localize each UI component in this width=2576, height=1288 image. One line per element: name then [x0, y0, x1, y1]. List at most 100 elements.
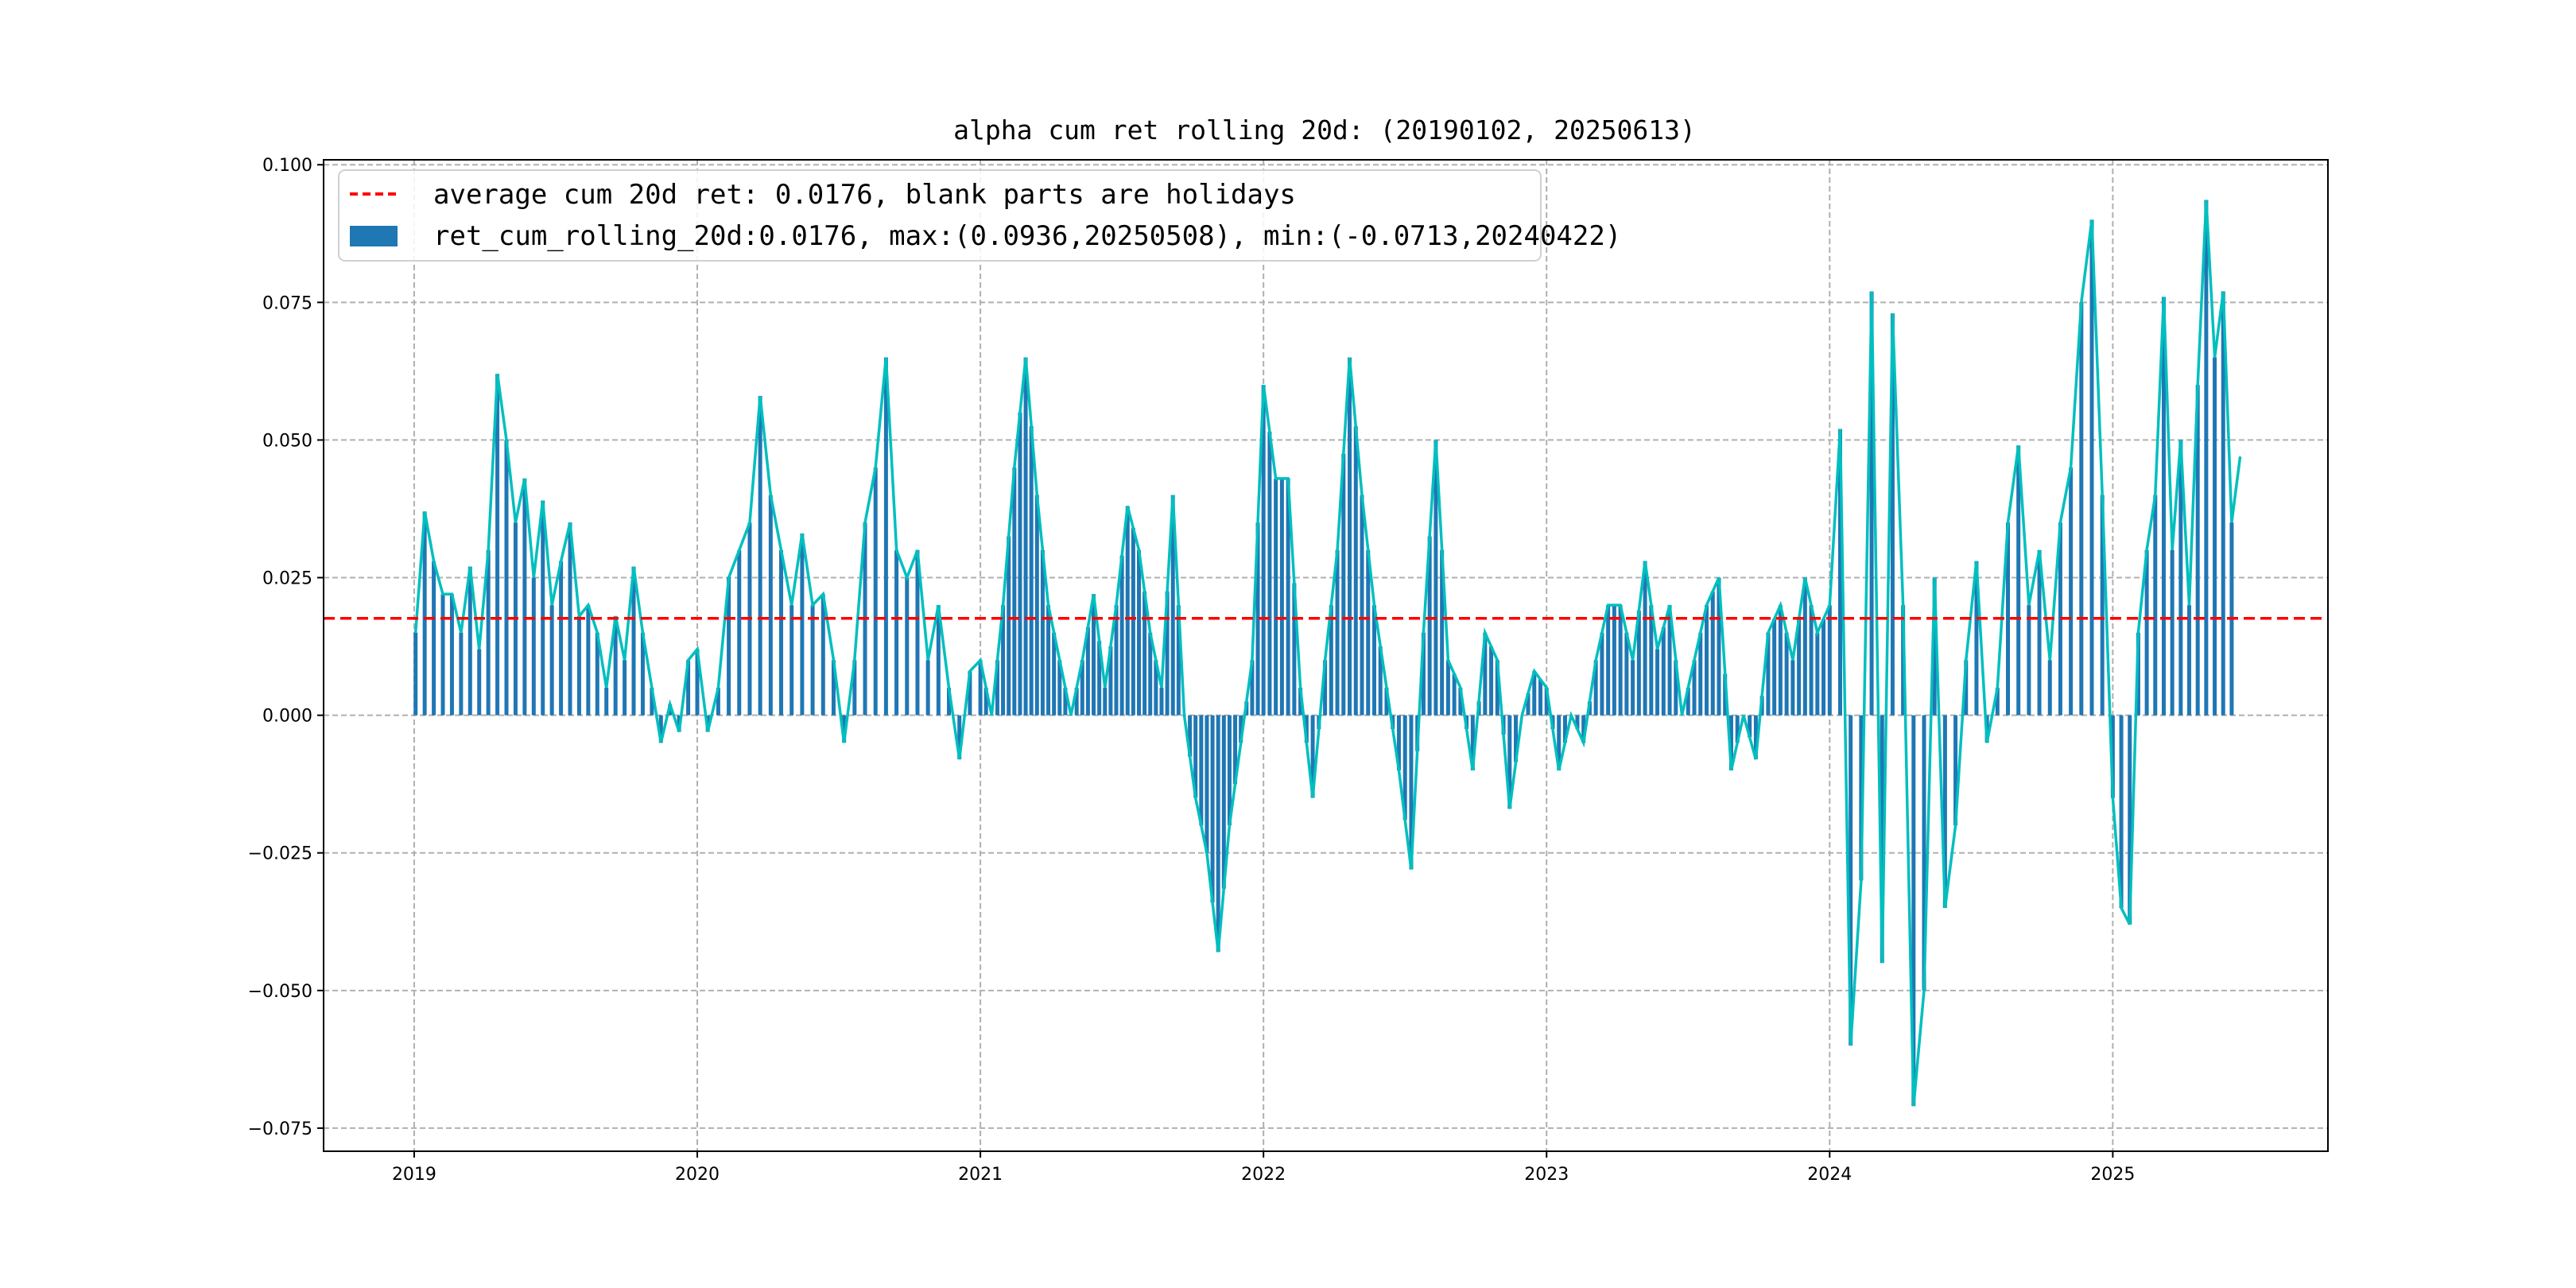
bar [1366, 549, 1371, 716]
bar [1953, 715, 1958, 826]
bar [440, 594, 445, 716]
bar [459, 632, 464, 716]
bar [1165, 591, 1170, 716]
bar [1932, 577, 1937, 716]
bar [1119, 555, 1124, 716]
bar [1274, 478, 1278, 716]
bar [995, 660, 999, 716]
bar [852, 660, 857, 716]
bar [1227, 715, 1232, 826]
bar [1686, 688, 1690, 716]
bar [1704, 605, 1709, 716]
bar [1279, 478, 1284, 716]
bar [968, 671, 972, 716]
bar [1396, 715, 1401, 770]
bar [727, 577, 731, 716]
bar [1655, 649, 1660, 716]
bar [1809, 605, 1814, 716]
bar [1029, 426, 1034, 716]
bar [1790, 660, 1795, 716]
bar [1085, 627, 1090, 716]
bar [1040, 549, 1045, 716]
chart-title: alpha cum ret rolling 20d: (20190102, 20… [953, 114, 1696, 145]
bars [413, 200, 2234, 1107]
bar [925, 660, 930, 716]
bar [1007, 536, 1011, 716]
bar [1018, 412, 1022, 716]
bar [2128, 715, 2132, 925]
bar [1143, 591, 1147, 716]
bar [1323, 660, 1328, 716]
bar [1216, 715, 1220, 952]
bar [413, 632, 418, 716]
x-tick-label: 2020 [675, 1165, 720, 1185]
bar [1074, 688, 1079, 716]
bar [1205, 715, 1209, 853]
bar [1131, 528, 1135, 716]
bar [1624, 632, 1629, 716]
bar [432, 561, 436, 716]
bar [737, 549, 742, 716]
bar [1593, 660, 1598, 716]
bar [1698, 632, 1703, 716]
legend-series-label: ret_cum_rolling_20d:0.0176, max:(0.0936,… [433, 220, 1621, 252]
bar [2079, 302, 2084, 716]
bar [2170, 549, 2174, 716]
x-tick-label: 2019 [392, 1165, 436, 1185]
bar [2110, 715, 2115, 798]
bar [2047, 660, 2052, 716]
bar [2089, 219, 2094, 716]
y-tick-label: 0.025 [262, 569, 312, 589]
bar [2221, 291, 2225, 716]
bar [1606, 605, 1611, 716]
bar [768, 495, 773, 716]
bar [2178, 440, 2183, 716]
bar [1483, 632, 1488, 716]
bar [1023, 357, 1028, 716]
bar [873, 467, 878, 716]
bar [541, 500, 545, 716]
bar [1239, 715, 1243, 743]
bar [1735, 715, 1740, 743]
bar [1544, 688, 1549, 716]
bar [1341, 453, 1346, 716]
bar [810, 605, 815, 716]
bar [1974, 561, 1979, 716]
bar [1710, 591, 1715, 716]
bar [631, 566, 636, 716]
bar [1667, 605, 1672, 716]
bar [1267, 432, 1272, 716]
bar [1052, 632, 1057, 716]
bar [1136, 549, 1141, 716]
bar [1409, 715, 1414, 870]
bar [2195, 385, 2200, 716]
bar [1890, 313, 1895, 716]
bar [1298, 688, 1303, 716]
bar [2016, 445, 2021, 716]
ticks: 0.100 0.075 0.050 0.025 0.000 −0.025 −0.050 −0.… [248, 156, 2136, 1185]
bar [842, 715, 847, 743]
y-tick-label: 0.050 [262, 431, 312, 451]
bar [1766, 632, 1771, 716]
bar [1922, 715, 1926, 991]
x-tick-label: 2021 [958, 1165, 1003, 1185]
bar [1329, 605, 1333, 716]
bar [936, 605, 941, 716]
y-tick-label: 0.100 [262, 156, 312, 176]
bar [1427, 536, 1432, 716]
bar [1188, 715, 1193, 757]
bar [1717, 577, 1721, 716]
bar [1176, 605, 1181, 716]
bar [1557, 715, 1562, 770]
bar [1335, 549, 1340, 716]
bar [1643, 561, 1647, 716]
bar [1384, 688, 1389, 716]
bar [1001, 605, 1006, 716]
bar [1778, 605, 1783, 716]
x-tick-label: 2024 [1807, 1165, 1852, 1185]
bar [1612, 605, 1616, 716]
bar [586, 605, 591, 716]
bar [1837, 429, 1842, 716]
bar [1661, 627, 1666, 716]
